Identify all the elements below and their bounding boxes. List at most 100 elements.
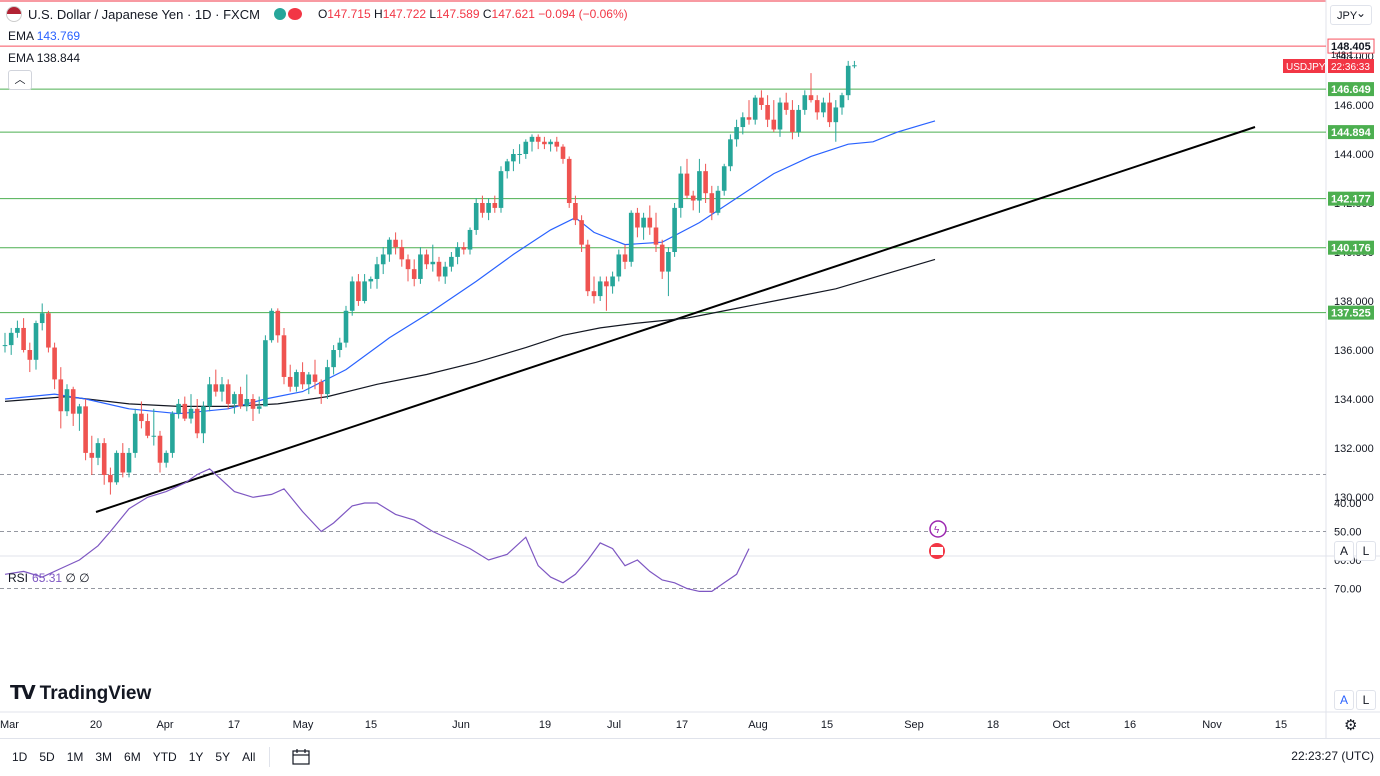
candle	[21, 318, 26, 353]
candle	[585, 239, 591, 297]
candle-body	[535, 136, 541, 142]
candle-body	[529, 136, 535, 142]
symbol-title[interactable]: U.S. Dollar / Japanese Yen · 1D · FXCM	[28, 6, 260, 22]
calendar-icon[interactable]	[292, 749, 311, 765]
candle-body	[207, 384, 212, 407]
symbol-badge: USDJPY	[1286, 62, 1326, 73]
candle	[126, 448, 132, 478]
candle-body	[306, 374, 312, 385]
candle	[250, 394, 256, 422]
tradingview-logo[interactable]: 𝗧𝗩 TradingView	[10, 682, 152, 705]
candle-body	[201, 406, 206, 434]
candle-body	[269, 310, 274, 341]
candle-body	[765, 105, 770, 120]
candle-body	[39, 313, 45, 324]
level-label: 137.525	[1331, 308, 1371, 320]
candle-body	[821, 102, 826, 113]
us-flag-icon	[6, 6, 22, 22]
candle	[46, 310, 51, 353]
range-ytd[interactable]: YTD	[152, 750, 177, 764]
candle-body	[424, 254, 429, 265]
range-5y[interactable]: 5Y	[215, 750, 231, 764]
candle	[219, 376, 225, 402]
candle	[387, 237, 392, 262]
candle	[300, 362, 305, 390]
candle-body	[759, 97, 764, 105]
candle	[790, 100, 795, 140]
ema-slow-legend[interactable]: EMA 138.844	[8, 51, 81, 65]
toolbar-divider	[269, 747, 271, 767]
candle-body	[114, 452, 119, 483]
candle-body	[566, 158, 572, 203]
candle-body	[27, 350, 33, 360]
candle	[554, 136, 560, 152]
candle	[616, 249, 622, 282]
candle-body	[672, 207, 677, 252]
candle	[188, 394, 194, 424]
candle-body	[145, 421, 150, 436]
rsi-auto-scale-button[interactable]: A	[1334, 690, 1354, 710]
visibility-toggles[interactable]	[273, 8, 302, 20]
auto-scale-button[interactable]: A	[1334, 541, 1354, 561]
candle	[678, 166, 684, 218]
rsi-log-scale-button[interactable]: L	[1356, 690, 1376, 710]
candle	[151, 408, 157, 446]
candle	[498, 166, 504, 213]
candle-body	[653, 227, 659, 245]
range-1d[interactable]: 1D	[12, 750, 28, 764]
range-1m[interactable]: 1M	[66, 750, 84, 764]
candle	[796, 105, 801, 137]
candle	[480, 195, 485, 218]
candle-body	[263, 340, 268, 407]
candle-body	[814, 100, 820, 113]
candle-body	[287, 376, 293, 387]
countdown-timer: 22:36:33	[1331, 62, 1370, 73]
last-price-partial: 148.1...	[1331, 50, 1361, 60]
candle-body	[182, 403, 188, 419]
candle-body	[219, 384, 225, 392]
symbol-badge-box	[1283, 59, 1325, 73]
candle-body	[176, 403, 181, 414]
candle	[225, 379, 231, 409]
ohlc-readout: O147.715 H147.722 L147.589 C147.621 −0.0…	[317, 7, 628, 21]
candle-body	[498, 171, 504, 208]
candle-body	[703, 171, 708, 194]
range-3m[interactable]: 3M	[95, 750, 113, 764]
range-5d[interactable]: 5D	[39, 750, 55, 764]
candle	[287, 364, 293, 392]
range-6m[interactable]: 6M	[124, 750, 141, 764]
candle-body	[486, 203, 491, 213]
candle-body	[455, 247, 460, 257]
candle-body	[666, 252, 671, 272]
candle	[647, 205, 653, 235]
candle	[393, 232, 398, 255]
time-axis-label: Jun	[452, 719, 470, 731]
candle	[728, 134, 733, 172]
candle	[101, 438, 107, 485]
candle-body	[238, 394, 243, 407]
tradingview-logo-icon: 𝗧𝗩	[10, 683, 36, 704]
range-all[interactable]: All	[242, 750, 256, 764]
candle-body	[362, 281, 367, 301]
settings-gear-icon[interactable]: ⚙	[1344, 717, 1358, 734]
ema-fast-legend[interactable]: EMA 143.769	[8, 29, 81, 43]
dot-icon[interactable]	[273, 8, 286, 20]
candle	[27, 342, 33, 373]
bottom-toolbar: 1D 5D 1M 3M 6M YTD 1Y 5Y All 22:23:27 (U…	[0, 738, 1380, 775]
rsi-legend[interactable]: RSI 65.31 ∅ ∅	[8, 571, 90, 585]
candle	[399, 239, 405, 267]
price-tick-label: 134.000	[1334, 394, 1374, 406]
candle	[58, 367, 64, 429]
collapse-legend-button[interactable]: ︿	[8, 70, 32, 90]
wave-icon[interactable]	[287, 8, 302, 20]
utc-clock[interactable]: 22:23:27 (UTC)	[1291, 749, 1374, 763]
log-scale-button[interactable]: L	[1356, 541, 1376, 561]
ema-fast-line	[4, 120, 936, 415]
candle-body	[808, 95, 814, 101]
candle-body	[64, 389, 70, 412]
candle-body	[318, 381, 324, 395]
currency-selector[interactable]: JPY	[1330, 3, 1372, 25]
candle-body	[852, 65, 857, 67]
range-1y[interactable]: 1Y	[188, 750, 204, 764]
